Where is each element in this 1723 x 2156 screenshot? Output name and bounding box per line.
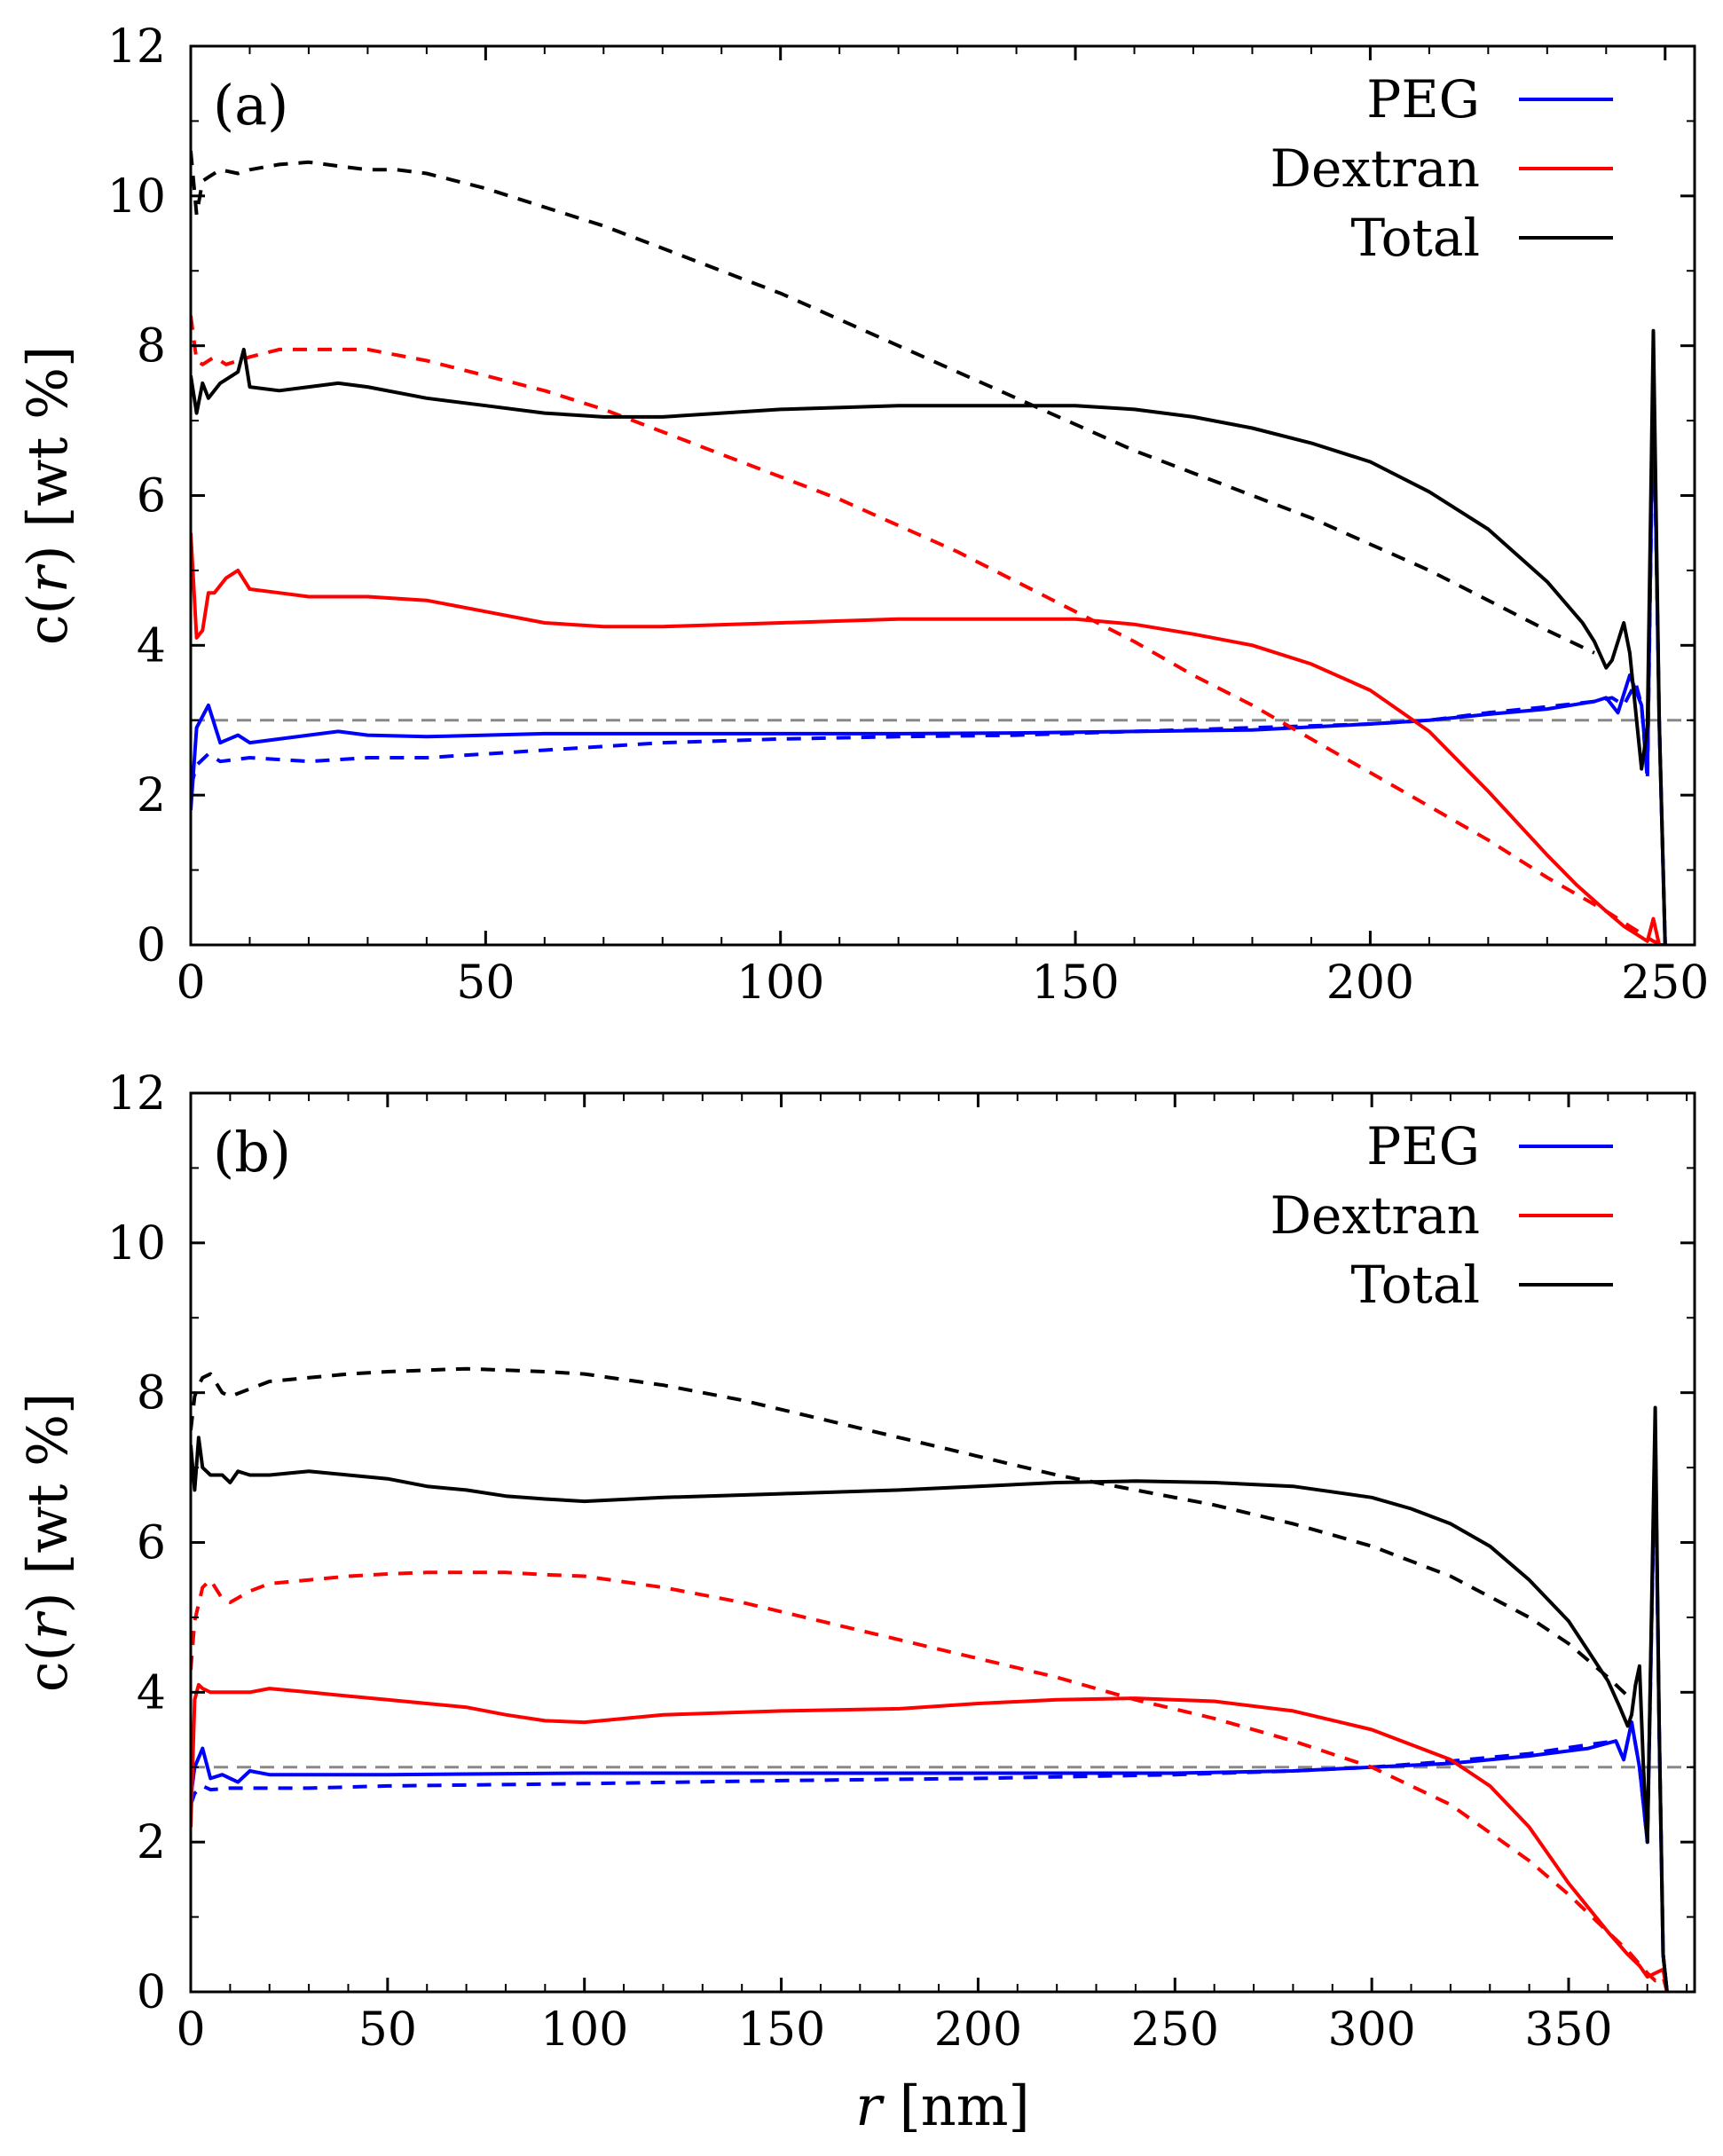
y-tick-label: 10 <box>107 1217 166 1271</box>
y-axis-label-part: r <box>15 563 80 593</box>
y-axis-label-part: ) [wt %] <box>15 1393 80 1614</box>
y-tick-label: 0 <box>137 919 166 972</box>
series-dextran-solid <box>191 532 1665 945</box>
y-tick-label: 8 <box>137 1367 166 1420</box>
y-tick-label: 6 <box>137 1517 166 1570</box>
legend-label-peg: PEG <box>1366 69 1480 130</box>
y-tick-label: 12 <box>107 20 166 74</box>
x-axis-label: r [nm] <box>855 2073 1029 2138</box>
series-peg-dashed <box>191 381 1667 945</box>
series-peg-solid <box>191 1428 1669 1992</box>
x-tick-label: 250 <box>1621 956 1709 1010</box>
y-axis-label-part: c( <box>15 1640 80 1692</box>
x-tick-label: 150 <box>1031 956 1119 1010</box>
series-dextran-dashed <box>191 315 1666 945</box>
y-tick-label: 2 <box>137 1816 166 1869</box>
panel-a: 0 50 100 150 200 250 0 2 4 6 8 10 12 (a) c(r) [wt %] PE… <box>15 20 1709 1010</box>
legend: PEG Dextran Total <box>1270 1116 1613 1315</box>
y-axis-label-part: ) [wt %] <box>15 346 80 567</box>
x-tick-label: 300 <box>1328 2003 1416 2057</box>
x-tick-label: 250 <box>1131 2003 1219 2057</box>
x-tick-label: 350 <box>1524 2003 1612 2057</box>
series-total-dashed <box>191 151 1595 655</box>
series-group <box>191 1366 1669 1992</box>
x-tick-label: 50 <box>358 2003 417 2057</box>
y-tick-label: 4 <box>137 619 166 673</box>
x-tick-label: 100 <box>540 2003 628 2057</box>
series-group <box>191 151 1667 945</box>
legend-label-total: Total <box>1350 208 1480 268</box>
legend: PEG Dextran Total <box>1270 69 1613 268</box>
series-total-dashed <box>191 1366 1629 1698</box>
y-tick-label: 4 <box>137 1666 166 1719</box>
y-tick-label: 12 <box>107 1067 166 1121</box>
legend-label-dextran: Dextran <box>1270 138 1480 199</box>
x-axis-label-part: [nm] <box>882 2073 1030 2138</box>
x-tick-label: 0 <box>176 956 205 1010</box>
x-axis-label-part: r <box>855 2073 885 2138</box>
y-tick-label: 2 <box>137 769 166 822</box>
y-tick-label: 10 <box>107 170 166 224</box>
series-dextran-dashed <box>191 1570 1669 1992</box>
legend-label-total: Total <box>1350 1255 1480 1315</box>
y-tick-label: 0 <box>137 1966 166 2019</box>
x-tick-label: 100 <box>736 956 824 1010</box>
plot-frame <box>189 1091 1696 1994</box>
panel-label: (b) <box>213 1120 291 1184</box>
x-tick-label: 150 <box>737 2003 825 2057</box>
x-tick-label: 200 <box>934 2003 1022 2057</box>
y-axis-label-part: r <box>15 1610 80 1640</box>
y-tick-label: 8 <box>137 320 166 374</box>
panel-label: (a) <box>213 73 288 138</box>
series-peg-solid <box>191 374 1667 945</box>
x-tick-label: 0 <box>176 2003 205 2057</box>
y-tick-label: 6 <box>137 470 166 523</box>
series-dextran-solid <box>191 1682 1669 1992</box>
legend-label-dextran: Dextran <box>1270 1185 1480 1246</box>
series-total-solid <box>191 328 1667 945</box>
legend-label-peg: PEG <box>1366 1116 1480 1176</box>
y-axis-label: c(r) [wt %] <box>15 346 80 645</box>
y-axis-label-part: c( <box>15 593 80 645</box>
series-total-solid <box>191 1405 1669 1992</box>
plot-frame <box>189 44 1696 947</box>
series-peg-dashed <box>191 1436 1669 1992</box>
y-axis-label: c(r) [wt %] <box>15 1393 80 1692</box>
x-tick-label: 50 <box>456 956 515 1010</box>
x-tick-label: 200 <box>1326 956 1414 1010</box>
